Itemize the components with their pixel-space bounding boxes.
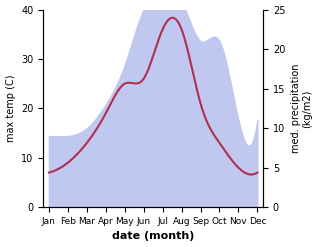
Y-axis label: med. precipitation
(kg/m2): med. precipitation (kg/m2)	[291, 64, 313, 153]
X-axis label: date (month): date (month)	[112, 231, 194, 242]
Y-axis label: max temp (C): max temp (C)	[5, 75, 16, 142]
